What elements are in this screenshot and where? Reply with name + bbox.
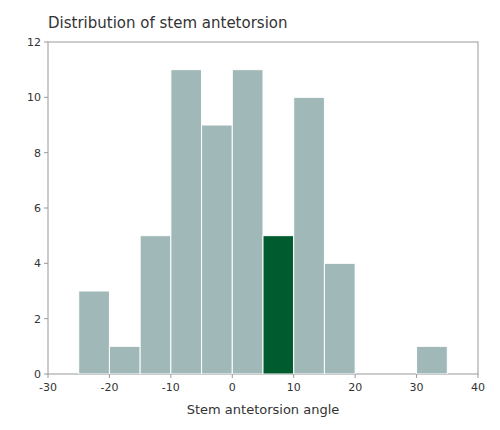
bar [355,374,386,375]
x-tick [355,374,356,378]
x-tick [232,374,233,378]
x-tick [109,374,110,378]
chart: Distribution of stem antetorsion -30 -20 -1… [0,0,500,430]
bar [263,236,294,374]
y-tick [44,374,48,375]
y-tick-label: 6 [34,202,41,215]
bar [171,70,202,374]
x-tick-label: 40 [471,381,485,394]
x-tick [48,374,49,378]
y-tick [44,42,48,43]
x-tick [170,374,171,378]
x-tick-label: -20 [100,381,118,394]
y-tick [44,97,48,98]
x-tick-label: 0 [229,381,236,394]
x-axis-label: Stem antetorsion angle [187,402,340,417]
bar [109,346,140,374]
y-tick-label: 12 [27,36,41,49]
bar [417,346,448,374]
y-tick-label: 4 [34,257,41,270]
y-tick [44,208,48,209]
y-tick [44,152,48,153]
plot-frame [48,42,478,374]
y-tick [44,263,48,264]
bar [232,70,263,374]
x-tick [478,374,479,378]
y-tick-label: 2 [34,313,41,326]
bar [79,291,110,374]
x-tick-label: -10 [162,381,180,394]
y-tick-label: 8 [34,147,41,160]
axes: -30 -20 -10 0 10 20 30 40 0 2 4 6 8 10 12 [27,36,485,394]
x-tick-label: 20 [348,381,362,394]
bar [140,236,171,374]
x-tick [293,374,294,378]
bars [79,70,448,374]
x-tick-label: 30 [410,381,424,394]
bar [294,97,325,374]
y-tick-label: 10 [27,91,41,104]
y-tick-label: 0 [34,368,41,381]
bar [324,263,355,374]
x-tick-label: -30 [39,381,57,394]
title: Distribution of stem antetorsion [48,14,288,32]
x-tick [416,374,417,378]
y-tick [44,318,48,319]
x-tick-label: 10 [287,381,301,394]
bar [202,125,233,374]
